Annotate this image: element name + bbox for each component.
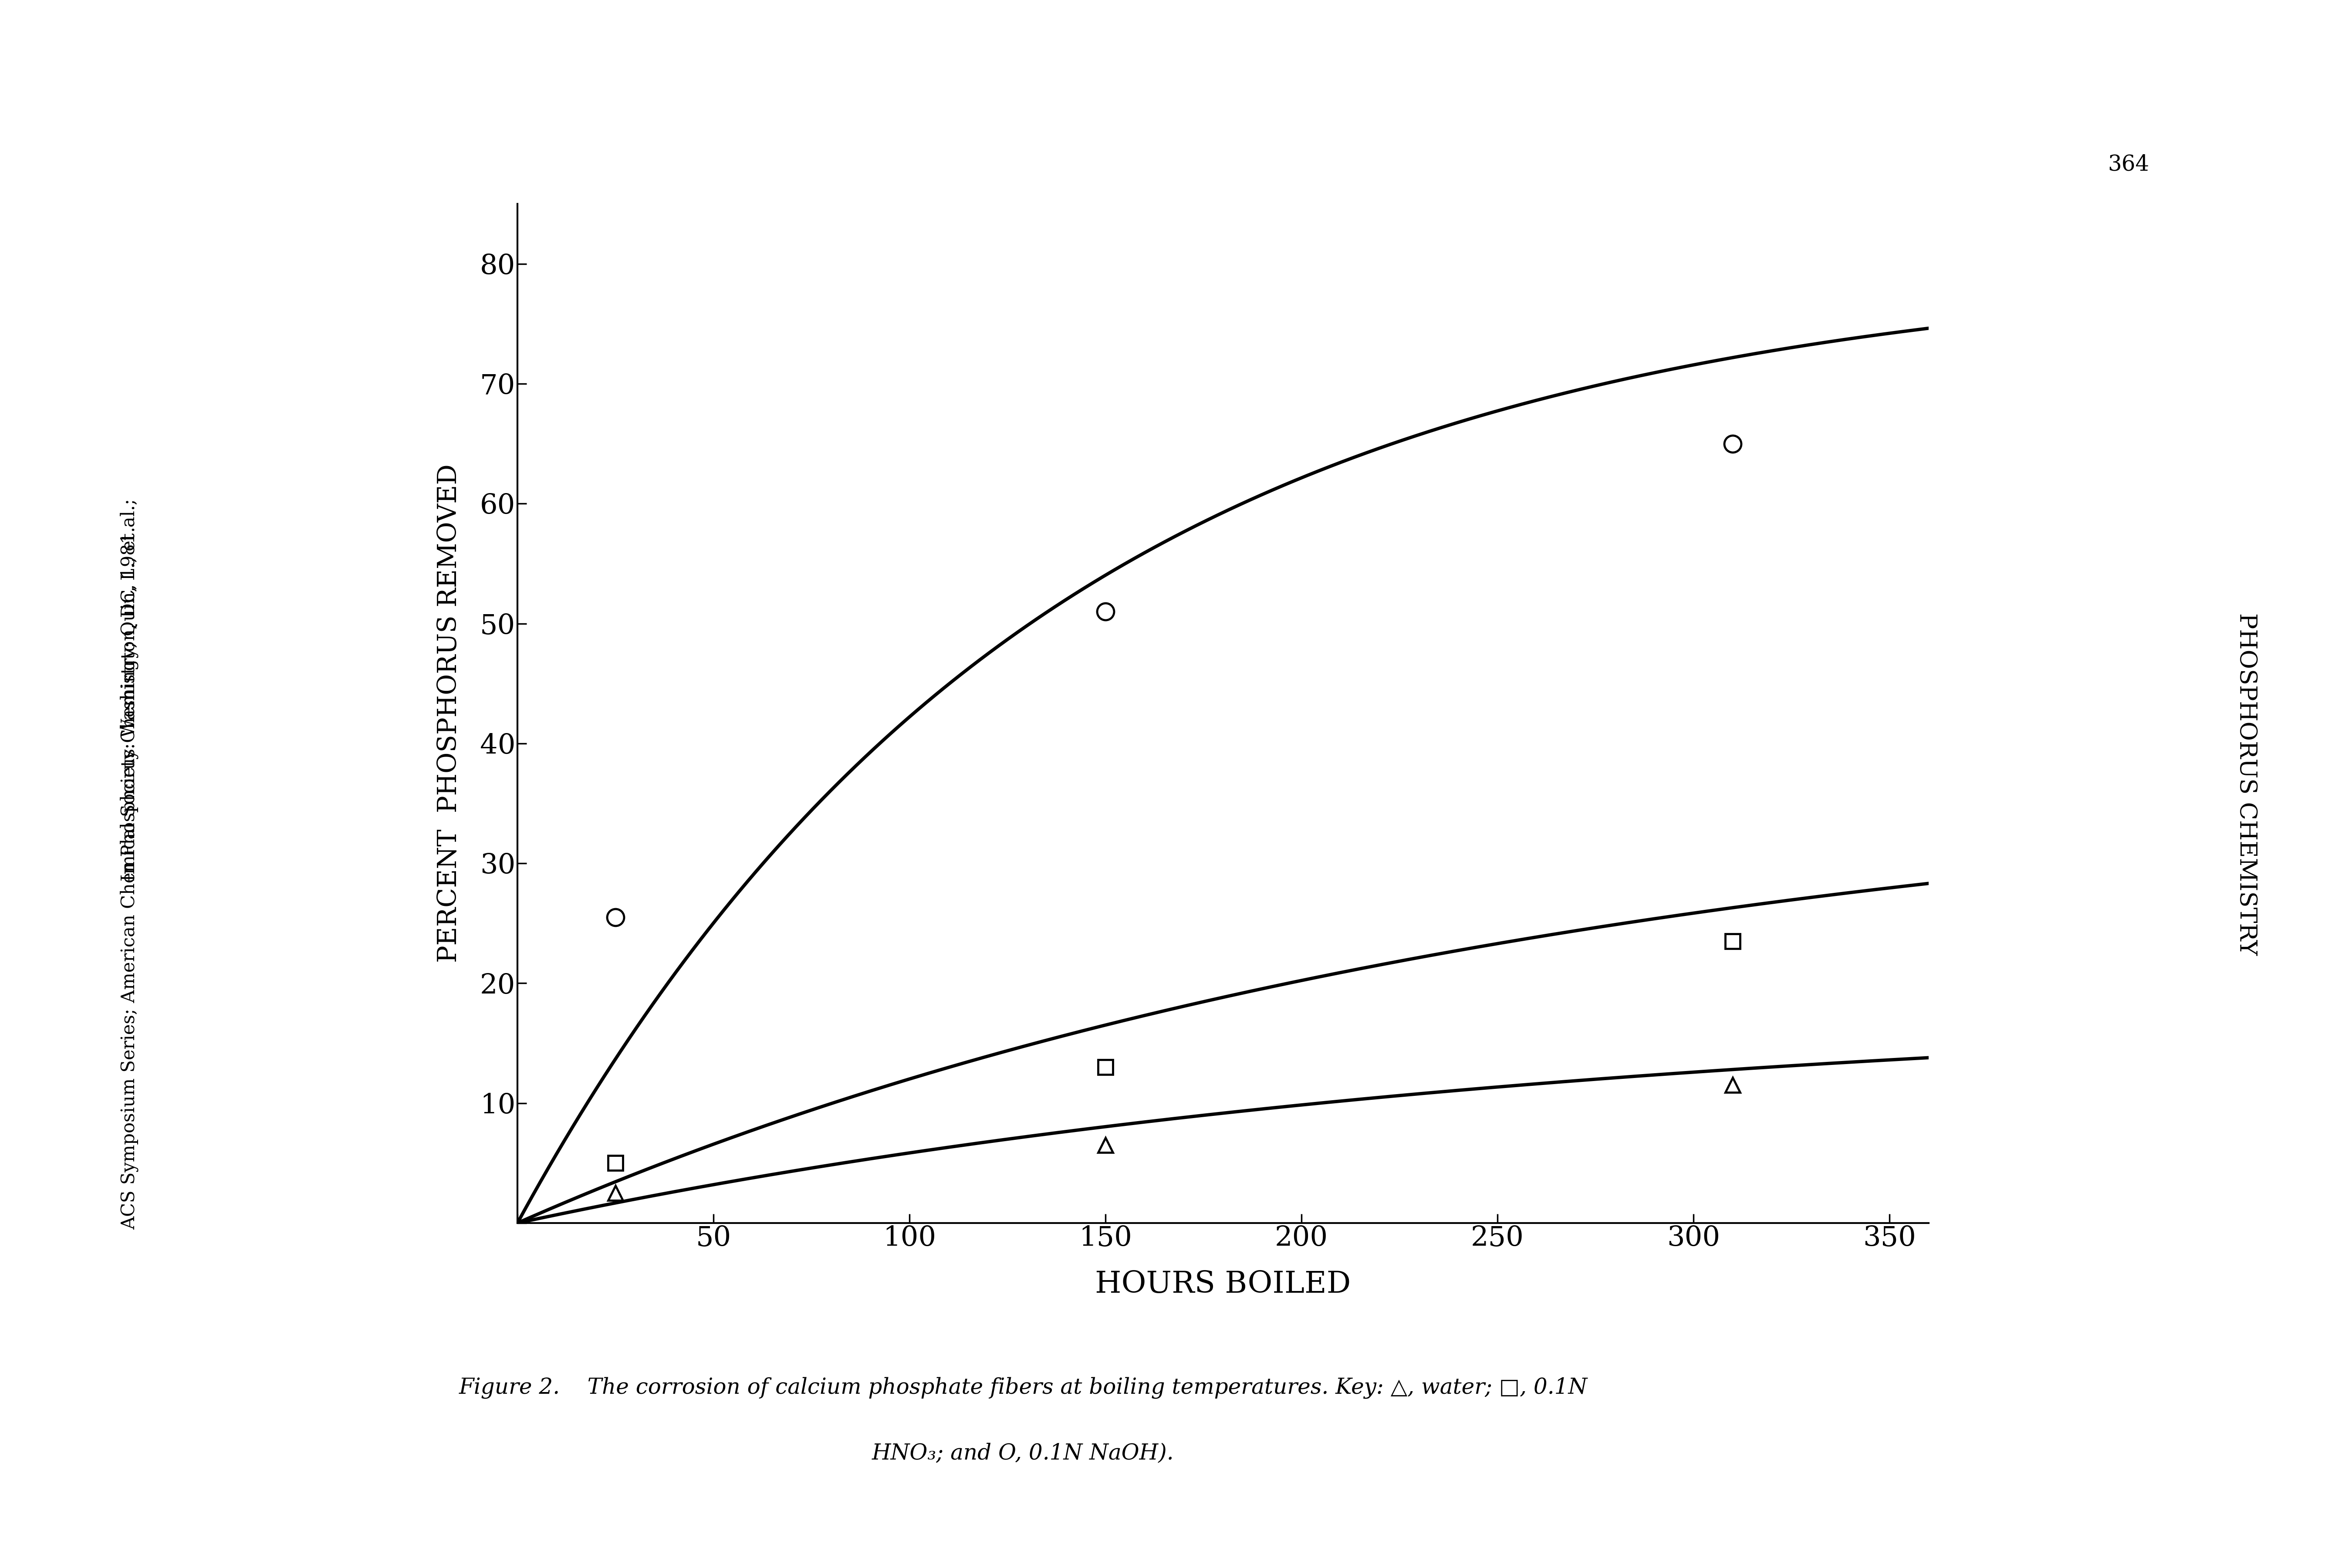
- X-axis label: HOURS BOILED: HOURS BOILED: [1096, 1270, 1350, 1298]
- Text: PHOSPHORUS CHEMISTRY: PHOSPHORUS CHEMISTRY: [2234, 613, 2258, 955]
- Text: Figure 2.    The corrosion of calcium phosphate fibers at boiling temperatures. : Figure 2. The corrosion of calcium phosp…: [459, 1377, 1588, 1399]
- Text: HNO₃; and O, 0.1N NaOH).: HNO₃; and O, 0.1N NaOH).: [873, 1443, 1174, 1465]
- Text: In Phosphorus Chemistry; Quin, L., et al.;: In Phosphorus Chemistry; Quin, L., et al…: [120, 499, 139, 881]
- Text: ACS Symposium Series; American Chemical Society: Washington, DC, 1981.: ACS Symposium Series; American Chemical …: [120, 527, 139, 1229]
- Y-axis label: PERCENT  PHOSPHORUS REMOVED: PERCENT PHOSPHORUS REMOVED: [437, 464, 461, 963]
- Text: 364: 364: [2107, 154, 2150, 176]
